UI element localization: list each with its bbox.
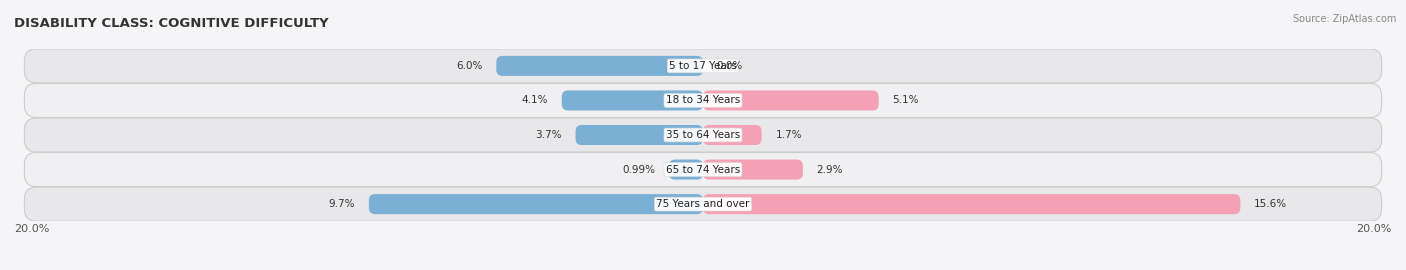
Text: 0.0%: 0.0% (717, 61, 742, 71)
Text: 0.99%: 0.99% (621, 164, 655, 175)
FancyBboxPatch shape (24, 118, 1382, 152)
FancyBboxPatch shape (24, 153, 1382, 187)
Text: 20.0%: 20.0% (14, 224, 49, 234)
Text: 65 to 74 Years: 65 to 74 Years (666, 164, 740, 175)
Text: Source: ZipAtlas.com: Source: ZipAtlas.com (1292, 14, 1396, 23)
Text: 1.7%: 1.7% (775, 130, 801, 140)
FancyBboxPatch shape (24, 187, 1382, 221)
Text: 3.7%: 3.7% (536, 130, 562, 140)
Text: 5 to 17 Years: 5 to 17 Years (669, 61, 737, 71)
FancyBboxPatch shape (703, 125, 762, 145)
FancyBboxPatch shape (703, 90, 879, 110)
Text: 15.6%: 15.6% (1254, 199, 1288, 209)
Text: 2.9%: 2.9% (817, 164, 844, 175)
Text: 5.1%: 5.1% (893, 95, 920, 106)
FancyBboxPatch shape (575, 125, 703, 145)
Text: 35 to 64 Years: 35 to 64 Years (666, 130, 740, 140)
FancyBboxPatch shape (703, 160, 803, 180)
Text: 20.0%: 20.0% (1357, 224, 1392, 234)
FancyBboxPatch shape (368, 194, 703, 214)
FancyBboxPatch shape (562, 90, 703, 110)
FancyBboxPatch shape (669, 160, 703, 180)
Text: DISABILITY CLASS: COGNITIVE DIFFICULTY: DISABILITY CLASS: COGNITIVE DIFFICULTY (14, 16, 329, 30)
Text: 75 Years and over: 75 Years and over (657, 199, 749, 209)
Text: 6.0%: 6.0% (456, 61, 482, 71)
Text: 9.7%: 9.7% (329, 199, 356, 209)
Text: 18 to 34 Years: 18 to 34 Years (666, 95, 740, 106)
FancyBboxPatch shape (24, 83, 1382, 117)
FancyBboxPatch shape (703, 194, 1240, 214)
Text: 4.1%: 4.1% (522, 95, 548, 106)
FancyBboxPatch shape (496, 56, 703, 76)
FancyBboxPatch shape (24, 49, 1382, 83)
